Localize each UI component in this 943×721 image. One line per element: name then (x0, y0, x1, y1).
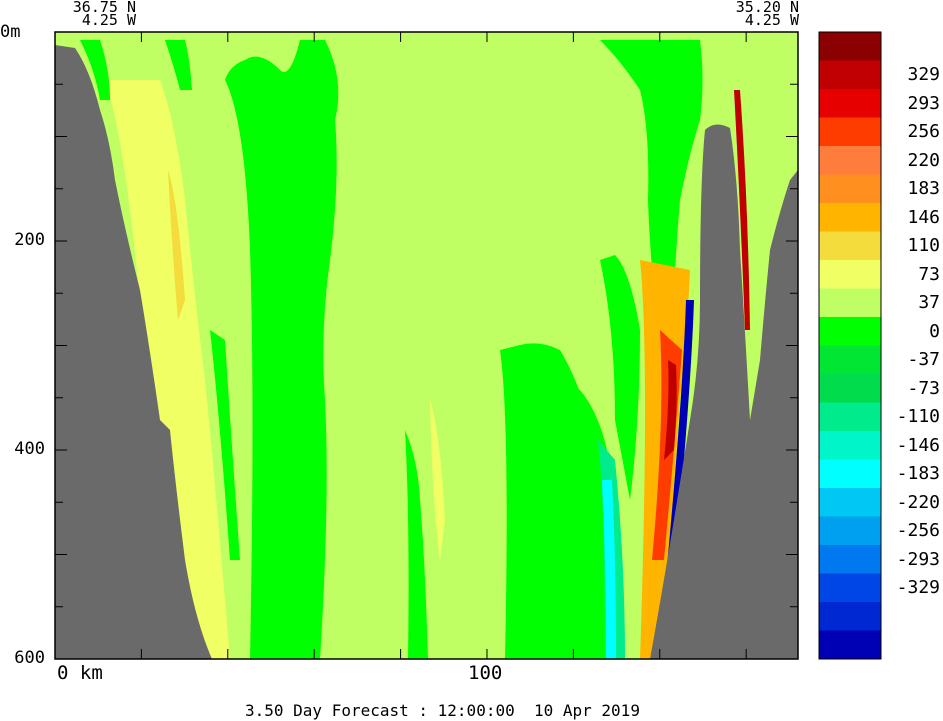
y-tick-label: 600 (14, 648, 45, 668)
y-tick-label: 0m (0, 22, 21, 42)
colorbar-label: -293 (896, 548, 940, 570)
cyan-column-core (602, 480, 616, 659)
colorbar-label: -329 (896, 577, 940, 598)
negative-band-1 (225, 40, 339, 659)
colorbar-swatch (819, 260, 881, 289)
start-longitude: 4.25 W (81, 11, 136, 29)
negative-band-6 (600, 255, 640, 500)
start-latitude: 36.75 N (72, 0, 136, 16)
axis-ticks (54, 31, 798, 660)
colorbar-label: 329 (907, 64, 940, 85)
negative-band-5 (545, 380, 614, 659)
x-tick-label: 0 km (57, 662, 103, 684)
positive-band-center (430, 400, 445, 560)
colorbar-swatch (819, 117, 881, 147)
colorbar-swatch (819, 630, 881, 660)
colorbar-label: 256 (907, 121, 940, 142)
colorbar-swatch (819, 203, 881, 232)
colorbar-label: -110 (896, 406, 940, 427)
colorbar-label: -73 (907, 377, 940, 399)
colorbar-swatch (819, 402, 881, 432)
negative-band-2 (210, 330, 240, 560)
negative-band-top-right (600, 40, 703, 330)
colorbar-swatch (819, 545, 881, 574)
colorbar (818, 31, 882, 660)
negative-band-3 (405, 430, 428, 659)
colorbar-label: 183 (907, 178, 940, 199)
colorbar-swatch (819, 32, 881, 61)
colorbar-swatch (819, 288, 881, 318)
end-longitude: 4.25 W (744, 11, 799, 29)
positive-band-left (105, 80, 230, 659)
colorbar-swatch (819, 345, 881, 375)
colorbar-swatch (819, 174, 881, 204)
colorbar-swatch (819, 146, 881, 175)
colorbar-swatch (819, 231, 881, 261)
end-latitude: 35.20 N (735, 0, 799, 16)
x-tick-label: 100 (468, 662, 503, 684)
colorbar-label: 0 (929, 320, 940, 342)
colorbar-swatch (819, 317, 881, 346)
forecast-caption: 3.50 Day Forecast : 12:00:00 10 Apr 2019 (245, 701, 640, 720)
colorbar-label: 37 (918, 292, 940, 313)
colorbar-frame (818, 31, 882, 660)
colorbar-label: -37 (907, 349, 940, 370)
colorbar-swatch (819, 516, 881, 546)
y-tick-label: 200 (14, 230, 45, 250)
colorbar-swatch (819, 573, 881, 603)
land-right (650, 124, 798, 659)
positive-jet-right-max (664, 360, 677, 460)
positive-band-left-inner (168, 170, 185, 320)
colorbar-swatch (819, 374, 881, 403)
negative-band-top-mid (165, 40, 192, 90)
colorbar-label: 146 (907, 206, 940, 228)
positive-jet-ridge (734, 90, 750, 330)
land-left (55, 45, 212, 659)
colorbar-label: -256 (896, 520, 940, 541)
colorbar-swatch (819, 89, 881, 118)
colorbar-swatch (819, 488, 881, 517)
colorbar-swatch (819, 459, 881, 489)
colorbar-label: -220 (896, 491, 940, 513)
colorbar-swatch (819, 602, 881, 631)
colorbar-label: 110 (907, 235, 940, 256)
colorbar-label: 293 (907, 92, 940, 114)
colorbar-swatch (819, 60, 881, 90)
y-tick-label: 400 (14, 439, 45, 459)
colorbar-label: 220 (907, 149, 940, 171)
colorbar-label: 73 (918, 263, 940, 285)
colorbar-label: -183 (896, 463, 940, 484)
colorbar-label: -146 (896, 434, 940, 456)
colorbar-swatch (819, 431, 881, 460)
negative-band-top-left (80, 40, 110, 100)
